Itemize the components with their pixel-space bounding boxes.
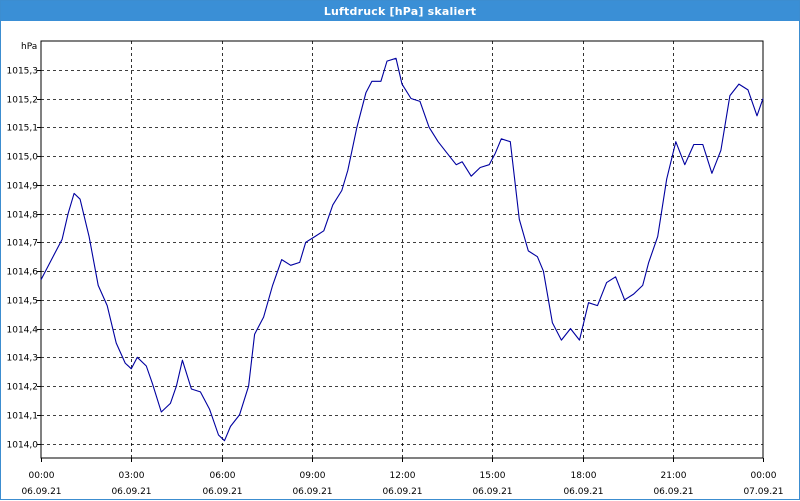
plot-area <box>40 40 764 459</box>
x-tick-time-label: 00:00 <box>751 471 777 481</box>
y-tick-label: 1014,6 <box>7 268 39 278</box>
x-tick-time-label: 03:00 <box>119 471 145 481</box>
x-tick-date-label: 07.09.21 <box>743 487 783 497</box>
x-tick-date-label: 06.09.21 <box>21 487 61 497</box>
y-axis-unit-label: hPa <box>21 42 37 52</box>
y-tick-label: 1014,8 <box>7 211 39 221</box>
pressure-series-line <box>40 57 764 442</box>
x-tick-date-label: 06.09.21 <box>111 487 151 497</box>
x-tick-time-label: 12:00 <box>390 471 416 481</box>
x-tick-time-label: 06:00 <box>210 471 236 481</box>
window-title: Luftdruck [hPa] skaliert <box>1 1 799 21</box>
y-tick-label: 1014,3 <box>7 354 39 364</box>
y-tick-label: 1015,1 <box>7 124 39 134</box>
x-tick-time-label: 15:00 <box>480 471 506 481</box>
x-tick-time-label: 18:00 <box>571 471 597 481</box>
y-tick-label: 1015,3 <box>7 67 39 77</box>
x-tick-date-label: 06.09.21 <box>472 487 512 497</box>
y-tick-label: 1014,1 <box>7 412 39 422</box>
y-tick-label: 1014,0 <box>7 441 39 451</box>
y-tick-label: 1015,0 <box>7 153 39 163</box>
y-tick-label: 1014,2 <box>7 383 39 393</box>
x-tick-date-label: 06.09.21 <box>563 487 603 497</box>
x-tick-time-label: 00:00 <box>29 471 55 481</box>
x-tick-date-label: 06.09.21 <box>292 487 332 497</box>
y-tick-label: 1014,7 <box>7 239 39 249</box>
x-tick-date-label: 06.09.21 <box>202 487 242 497</box>
x-tick-date-label: 06.09.21 <box>653 487 693 497</box>
y-tick-label: 1015,2 <box>7 96 39 106</box>
y-tick-label: 1014,5 <box>7 297 39 307</box>
y-tick-label: 1014,9 <box>7 182 39 192</box>
x-tick-date-label: 06.09.21 <box>382 487 422 497</box>
x-tick-time-label: 21:00 <box>661 471 687 481</box>
y-tick-label: 1014,4 <box>7 326 39 336</box>
x-tick-time-label: 09:00 <box>300 471 326 481</box>
